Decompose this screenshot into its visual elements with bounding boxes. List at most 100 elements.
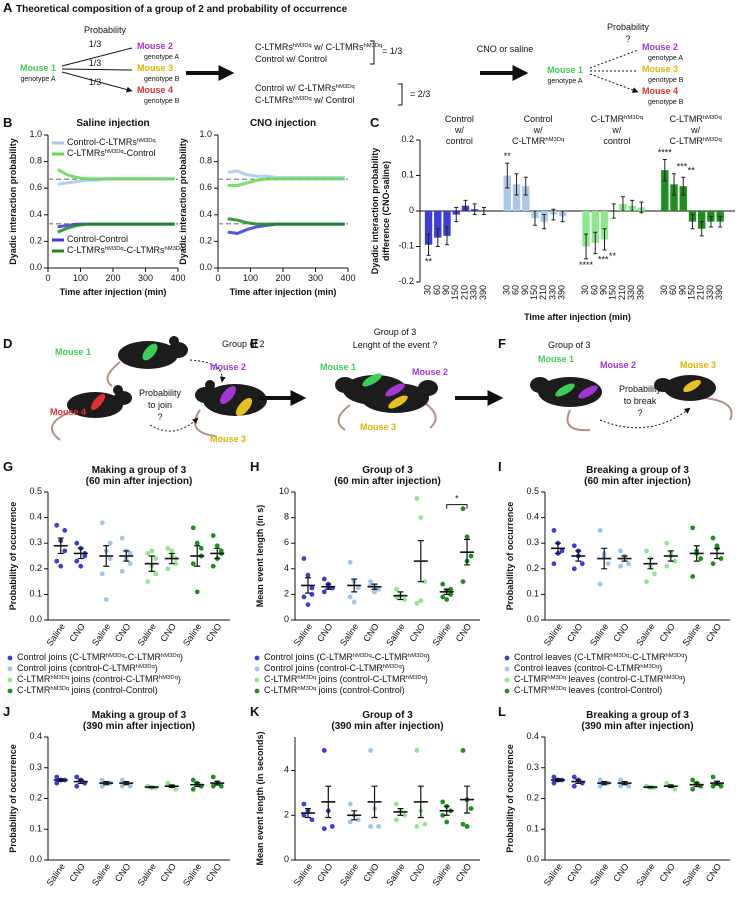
genotype: genotype B [144, 98, 180, 105]
data-point [198, 545, 204, 551]
x-tick-label: Saline [634, 862, 657, 888]
error-bar [481, 206, 486, 216]
x-tick-label: 30 [580, 285, 590, 295]
chart-title: (60 min after injection) [86, 476, 193, 487]
panel-title: Theoretical composition of a group of 2 … [16, 4, 348, 15]
legend-marker [254, 688, 260, 694]
data-point [440, 594, 446, 600]
question: ? [157, 412, 162, 422]
data-point [422, 821, 428, 827]
data-point [394, 586, 399, 592]
y-axis-label: Probability of occurrence [8, 502, 18, 611]
significance: * [455, 494, 459, 504]
y-tick-label: 0.0 [29, 854, 42, 864]
y-tick-label: 0.3 [526, 762, 539, 772]
data-point [355, 817, 361, 823]
data-point [460, 579, 466, 584]
legend-label: Control-Control [67, 234, 128, 244]
data-point [74, 783, 80, 789]
legend-label: C-LTMRhM3Dq joins (control-Control) [17, 685, 158, 695]
group-label: w/ [690, 125, 700, 135]
panel-f: Group of 3 Mouse 1 Mouse 2 Mouse 3 Proba… [530, 340, 733, 432]
panel-label: E [250, 336, 259, 351]
x-tick-label: Saline [431, 862, 454, 888]
y-axis-label: Probability of occurrence [505, 502, 515, 611]
x-tick-label: Saline [45, 862, 68, 888]
data-point [78, 563, 84, 569]
sem-bar [214, 780, 221, 786]
significance: **** [579, 260, 594, 270]
y-axis-label: Probability of occurrence [505, 744, 515, 853]
data-point [99, 520, 105, 526]
bar [679, 186, 687, 211]
treatment: CNO or saline [477, 44, 534, 54]
y-tick-label: 0.2 [199, 236, 212, 246]
data-point [54, 774, 60, 780]
y-tick-label: 0.2 [29, 236, 42, 246]
legend-label: Control joins (control-C-LTMRhM3Dq) [264, 663, 405, 673]
sem-bar [647, 557, 654, 570]
data-point [173, 786, 179, 792]
sem-bar [601, 547, 608, 570]
chart-title: (390 min after injection) [581, 721, 693, 732]
x-tick-label: Saline [292, 622, 315, 648]
y-tick-label: 0.2 [526, 793, 539, 803]
y-tick-label: 0 [409, 205, 414, 215]
error-bar [620, 196, 625, 212]
data-point [690, 777, 696, 783]
x-tick-label: 100 [73, 273, 88, 283]
data-point [714, 543, 720, 549]
error-bar [584, 233, 589, 260]
y-tick-label: 0.4 [526, 731, 539, 741]
panel-a: Theoretical composition of a group of 2 … [16, 4, 684, 106]
x-tick-label: 210 [696, 285, 706, 300]
pair: Control w/ Control [255, 54, 327, 64]
data-point [74, 540, 80, 546]
legend-marker [7, 655, 13, 661]
group-label: control [446, 136, 473, 146]
sem-bar [148, 785, 155, 789]
question: Probability [139, 388, 182, 398]
data-point [444, 597, 450, 602]
x-tick-label: Saline [181, 622, 204, 648]
bar [434, 211, 442, 238]
x-tick-label: 330 [705, 285, 715, 300]
arrow [189, 359, 226, 383]
mouse [530, 377, 602, 432]
x-tick-label: Saline [181, 862, 204, 888]
x-tick-label: 390 [715, 285, 725, 300]
error-bar [542, 214, 547, 230]
x-tick-label: 60 [511, 285, 521, 295]
error-bar [690, 214, 695, 230]
data-point [376, 586, 381, 592]
x-tick-label: Saline [542, 622, 565, 648]
data-point [368, 824, 373, 829]
panel-label: C [370, 115, 380, 130]
data-point [444, 819, 450, 825]
group-label: w/ [533, 125, 543, 135]
x-tick-label: 150 [529, 285, 539, 300]
group-label: Control [524, 114, 553, 124]
bar [512, 184, 521, 211]
data-point [119, 568, 125, 574]
x-tick-label: 30 [423, 285, 433, 295]
label: Group of 2 [222, 339, 265, 349]
arrow [61, 47, 132, 91]
data-point [82, 553, 88, 559]
bar [443, 211, 451, 236]
y-axis-label: difference (CNO-saline) [381, 161, 391, 261]
series-line [57, 222, 175, 234]
data-point [402, 812, 407, 818]
sem-bar [667, 550, 674, 562]
y-axis-label: Dyadic interaction probability [178, 138, 188, 265]
y-tick-label: 0.3 [526, 538, 539, 548]
data-point [597, 581, 603, 587]
data-point [173, 561, 179, 567]
x-tick-label: CNO [565, 862, 585, 884]
sem-bar [667, 784, 674, 789]
data-point [107, 556, 113, 561]
y-tick-label: 0.1 [29, 589, 42, 599]
equation: = 1/3 [382, 46, 402, 56]
pair: C-LTMRshM3Dq w/ C-LTMRshM3Dq [255, 42, 382, 52]
sem-bar [554, 778, 561, 782]
